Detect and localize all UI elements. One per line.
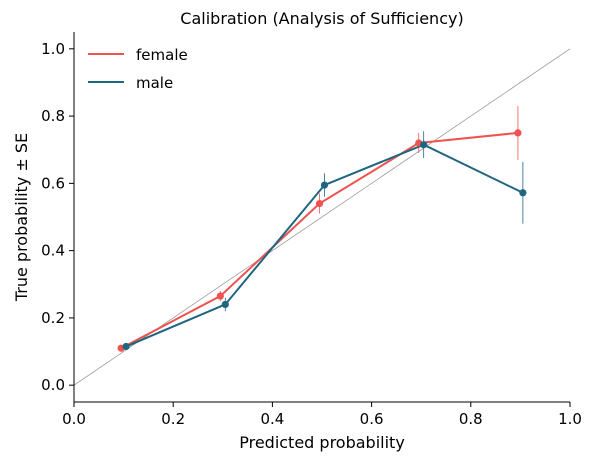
data-point-male [320,181,329,189]
y-tick-label: 0.2 [41,309,65,327]
x-tick-label: 0.6 [360,410,384,428]
series-lines-layer [120,131,524,350]
legend-label-female: female [136,46,188,64]
data-point-female [216,292,224,300]
data-point-female [315,199,324,208]
series-line-female [120,131,519,350]
y-tick-label: 0.8 [41,107,65,125]
x-tick-label: 0.2 [161,410,185,428]
x-ticks: 0.0 0.2 0.4 0.6 0.8 1.0 [62,402,582,428]
data-point-male [519,189,527,197]
y-tick-label: 1.0 [41,40,65,58]
y-tick-label: 0.6 [41,174,65,192]
y-axis-label: True probability ± SE [12,133,31,302]
x-tick-label: 1.0 [558,410,582,428]
chart-title: Calibration (Analysis of Sufficiency) [180,9,463,28]
x-axis-label: Predicted probability [239,433,405,452]
data-point-male [221,300,229,309]
data-point-male [420,141,428,149]
legend-label-male: male [136,74,173,92]
data-points-layer [117,129,527,352]
y-tick-label: 0.4 [41,242,65,260]
error-bars-layer [120,106,524,352]
x-tick-label: 0.8 [459,410,483,428]
y-ticks: 0.0 0.2 0.4 0.6 0.8 1.0 [41,40,74,394]
data-point-female [514,129,522,137]
y-tick-label: 0.0 [41,376,65,394]
data-point-male [122,342,130,351]
x-tick-label: 0.4 [260,410,284,428]
legend: female male [88,46,188,92]
x-tick-label: 0.0 [62,410,86,428]
